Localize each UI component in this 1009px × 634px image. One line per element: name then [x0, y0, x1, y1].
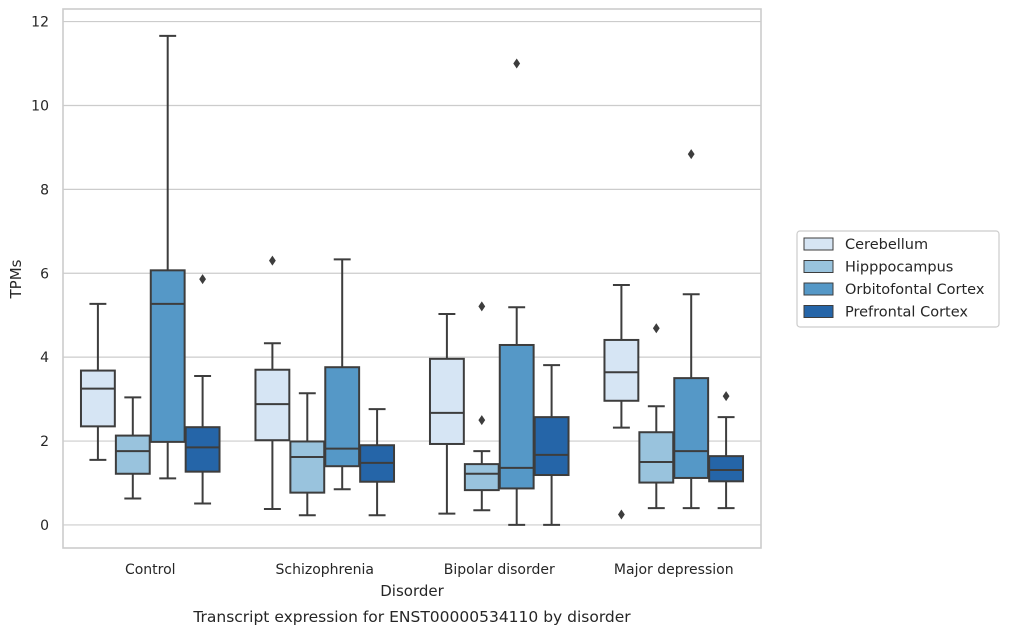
y-tick-label-4: 8	[40, 182, 49, 198]
box-iqr	[114, 434, 151, 475]
y-tick-label-0: 0	[40, 518, 49, 534]
box-0-1	[254, 255, 291, 510]
outlier-point-1	[478, 415, 486, 426]
outlier-point-0	[652, 323, 660, 334]
outlier-point-0	[199, 274, 206, 285]
box-iqr	[289, 440, 326, 494]
y-axis-ticks: 0 2 4 6 8 10 12	[31, 15, 49, 534]
box-iqr	[673, 377, 710, 479]
box-0-0	[79, 302, 116, 461]
x-tick-label-1: Schizophrenia	[276, 562, 374, 578]
legend-label: Prefrontal Cortex	[845, 305, 968, 321]
legend-label: Hipppocampus	[845, 260, 953, 276]
box-1-0	[114, 396, 151, 500]
box-0-3	[603, 284, 640, 520]
boxes	[79, 34, 745, 526]
box-2-3	[673, 149, 710, 510]
box-3-3	[708, 391, 745, 510]
y-tick-label-1: 2	[40, 434, 49, 450]
box-3-2	[533, 364, 570, 526]
box-iqr	[79, 369, 116, 428]
box-3-0	[184, 274, 221, 505]
box-2-2	[498, 58, 535, 526]
y-axis-label: TPMs	[7, 259, 25, 299]
box-iqr	[149, 269, 186, 443]
legend-item-0: Cerebellum	[803, 237, 928, 253]
y-tick-label-2: 4	[40, 350, 49, 366]
legend-item-3: Prefrontal Cortex	[803, 305, 968, 321]
box-1-3	[638, 323, 675, 510]
box-iqr	[638, 431, 675, 484]
y-tick-label-3: 6	[40, 266, 49, 282]
legend-frame	[796, 230, 1000, 328]
box-iqr	[324, 366, 361, 468]
x-tick-label-3: Major depression	[614, 562, 734, 578]
box-iqr	[428, 357, 465, 445]
x-axis-label: Disorder	[380, 582, 444, 600]
box-2-0	[149, 34, 186, 480]
x-tick-label-0: Control	[125, 562, 176, 578]
box-iqr	[463, 463, 500, 492]
legend: Cerebellum Hipppocampus Orbitofontal Corte…	[796, 230, 1000, 328]
legend-label: Cerebellum	[845, 237, 928, 253]
box-iqr	[498, 343, 535, 490]
box-iqr	[533, 416, 570, 477]
plot-frame	[62, 8, 762, 549]
box-iqr	[708, 455, 745, 483]
legend-swatch	[803, 305, 834, 318]
x-axis-ticks: Control Schizophrenia Bipolar disorder Majo…	[125, 562, 734, 578]
legend-item-1: Hipppocampus	[803, 260, 953, 276]
y-tick-label-5: 10	[31, 98, 49, 114]
box-1-1	[289, 392, 326, 517]
box-0-2	[428, 312, 465, 515]
outlier-point-0	[513, 58, 521, 69]
x-tick-label-2: Bipolar disorder	[444, 562, 555, 578]
legend-item-2: Orbitofontal Cortex	[803, 282, 985, 298]
box-iqr	[184, 426, 221, 473]
outlier-point-0	[269, 255, 276, 266]
outlier-point-0	[478, 301, 486, 312]
y-tick-label-6: 12	[31, 15, 49, 31]
legend-label: Orbitofontal Cortex	[845, 282, 985, 298]
legend-swatch	[803, 282, 834, 296]
chart-caption: Transcript expression for ENST0000053411…	[192, 608, 631, 626]
box-2-1	[324, 258, 361, 491]
outlier-point-0	[722, 391, 730, 402]
box-iqr	[603, 338, 640, 402]
box-3-1	[359, 408, 396, 517]
legend-swatch	[803, 260, 834, 273]
outlier-point-0	[687, 149, 695, 160]
legend-swatch	[803, 237, 834, 251]
outlier-point-0	[618, 509, 625, 520]
box-1-2	[463, 301, 500, 512]
